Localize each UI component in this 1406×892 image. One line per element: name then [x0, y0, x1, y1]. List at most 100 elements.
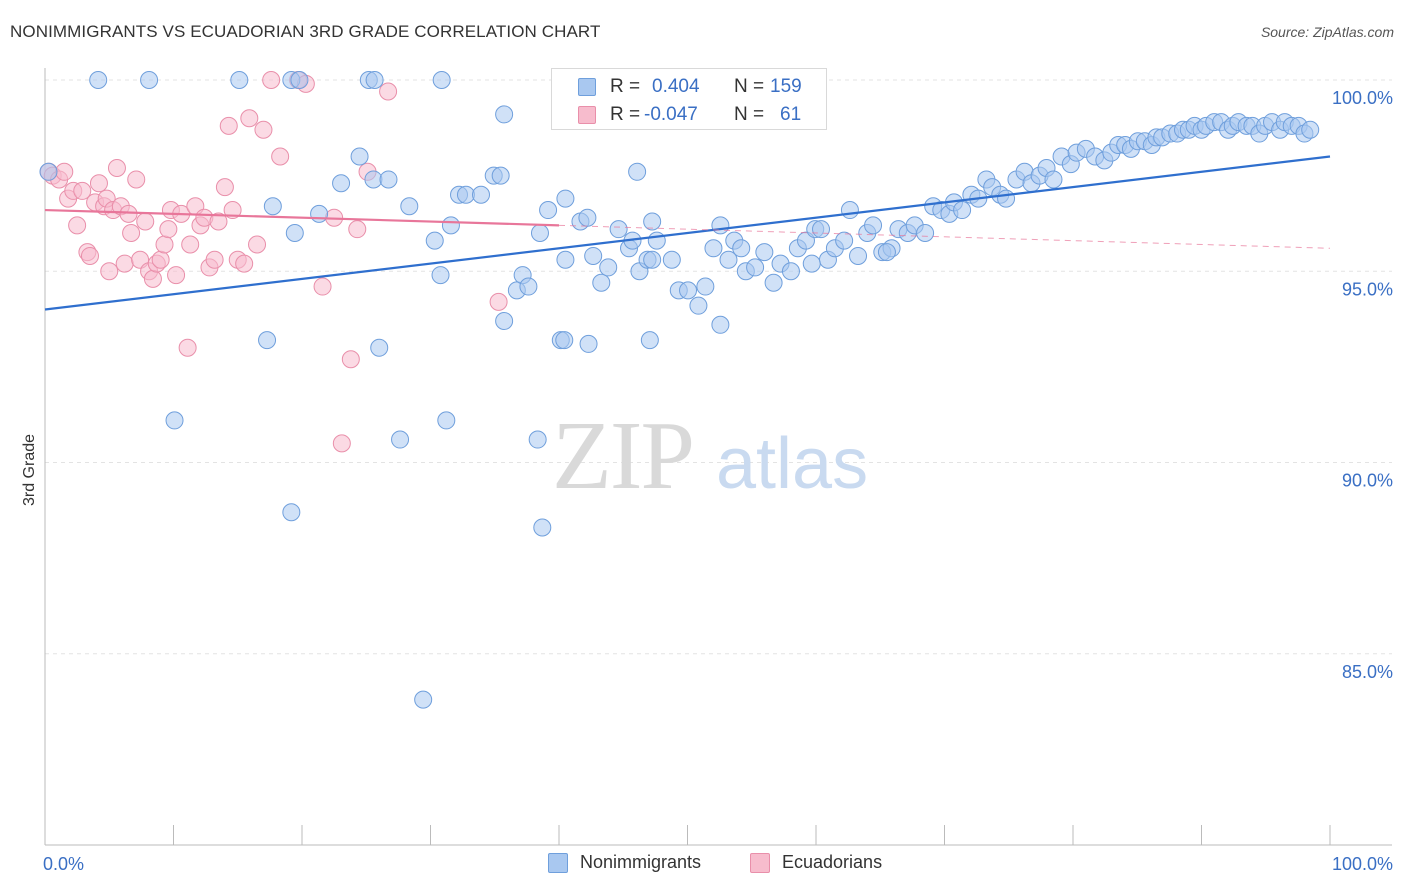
- nonimmigrants-point: [953, 201, 972, 220]
- ecuadorians-point: [205, 250, 224, 269]
- ecuadorians-point: [73, 181, 92, 200]
- nonimmigrants-point: [719, 250, 738, 269]
- nonimmigrants-point: [679, 281, 698, 300]
- legend-swatch-pink: [750, 853, 770, 873]
- legend-n-label: N =: [734, 76, 765, 97]
- ecuadorians-point: [219, 116, 238, 135]
- legend-swatch-blue: [548, 853, 568, 873]
- nonimmigrants-point: [555, 331, 574, 350]
- legend-r-label: R =: [610, 104, 641, 125]
- nonimmigrants-point: [140, 71, 159, 89]
- ecuadorians-point: [223, 201, 242, 220]
- ecuadorians-point: [115, 254, 134, 273]
- ecuadorians-point: [489, 292, 508, 311]
- ecuadorians-point: [155, 235, 174, 254]
- chart-grid: [45, 79, 1392, 655]
- nonimmigrants-point: [640, 331, 659, 350]
- x-tick-label: 0.0%: [43, 854, 84, 874]
- ecuadorians-point: [178, 338, 197, 357]
- nonimmigrants-point: [456, 185, 475, 204]
- ecuadorians-point: [151, 250, 170, 269]
- nonimmigrants-point: [556, 189, 575, 208]
- ecuadorians-points: [39, 71, 508, 453]
- nonimmigrants-point: [310, 204, 329, 223]
- nonimmigrants-point: [370, 338, 389, 357]
- ecuadorians-point: [136, 212, 155, 231]
- legend-swatch-pink: [578, 106, 596, 124]
- nonimmigrants-point: [533, 518, 552, 537]
- ecuadorians-point: [240, 109, 259, 128]
- nonimmigrants-point: [425, 231, 444, 250]
- nonimmigrants-point: [230, 71, 249, 89]
- nonimmigrants-points: [39, 71, 1320, 709]
- legend-n-label: N =: [734, 104, 765, 125]
- watermark: ZIP atlas: [552, 402, 868, 510]
- source-label: Source: ZipAtlas.com: [1260, 24, 1394, 40]
- nonimmigrants-point: [414, 690, 433, 709]
- nonimmigrants-point: [495, 105, 514, 124]
- nonimmigrants-point: [812, 220, 831, 239]
- nonimmigrants-point: [285, 224, 304, 242]
- stats-legend: R = 0.404 N = 159 R = -0.047 N = 61: [551, 68, 827, 130]
- nonimmigrants-point: [849, 246, 868, 265]
- legend-row-ecuadorians: R = -0.047 N = 61: [552, 101, 826, 129]
- nonimmigrants-point: [441, 216, 460, 235]
- nonimmigrants-point: [746, 258, 765, 277]
- ecuadorians-point: [89, 174, 108, 193]
- nonimmigrants-point: [437, 411, 456, 430]
- nonimmigrants-point: [696, 277, 715, 296]
- nonimmigrants-point: [431, 266, 450, 285]
- ecuadorians-point: [215, 178, 234, 197]
- nonimmigrants-point: [258, 331, 277, 350]
- nonimmigrants-point: [755, 243, 774, 262]
- nonimmigrants-point: [472, 185, 491, 204]
- nonimmigrants-point: [916, 224, 935, 242]
- tick-labels: 85.0% 90.0% 95.0% 100.0% 0.0% 100.0%: [43, 88, 1393, 874]
- nonimmigrants-point: [495, 311, 514, 330]
- nonimmigrants-point: [599, 258, 618, 277]
- nonimmigrants-point: [556, 250, 575, 269]
- nonimmigrants-point: [282, 503, 301, 522]
- nonimmigrants-point: [365, 71, 384, 89]
- nonimmigrants-point: [711, 216, 730, 235]
- watermark-atlas: atlas: [716, 424, 868, 504]
- ecuadorians-point: [167, 266, 186, 285]
- legend-n-value: 61: [780, 104, 802, 125]
- nonimmigrants-point: [530, 224, 549, 242]
- ecuadorians-point: [271, 147, 290, 166]
- nonimmigrants-point: [89, 71, 108, 89]
- y-axis-label: 3rd Grade: [21, 434, 38, 506]
- ecuadorians-point: [80, 246, 99, 265]
- nonimmigrants-point: [864, 216, 883, 235]
- ecuadorians-point: [262, 71, 281, 89]
- ecuadorians-point: [122, 224, 141, 242]
- ecuadorians-point: [127, 170, 146, 189]
- trend-lines: [44, 155, 1331, 311]
- ecuadorians-point: [248, 235, 267, 254]
- nonimmigrants-point: [290, 71, 309, 89]
- nonimmigrants-point: [432, 71, 451, 89]
- legend-n-value: 159: [770, 76, 802, 97]
- nonimmigrants-point: [997, 189, 1016, 208]
- nonimmigrants-point: [165, 411, 184, 430]
- nonimmigrants-point: [802, 254, 821, 273]
- nonimmigrants-point: [732, 239, 751, 258]
- nonimmigrants-point: [379, 170, 398, 189]
- ecuadorians-point: [348, 220, 367, 239]
- ecuadorians-point: [119, 204, 138, 223]
- ecuadorians-point: [341, 350, 360, 369]
- legend-label-nonimmigrants: Nonimmigrants: [580, 852, 702, 872]
- nonimmigrants-point: [578, 208, 597, 227]
- ecuadorians-point: [55, 162, 74, 181]
- nonimmigrants-point: [609, 220, 628, 239]
- ecuadorians-point: [332, 434, 351, 453]
- nonimmigrants-point: [840, 201, 859, 220]
- nonimmigrants-point: [400, 197, 419, 216]
- ecuadorians-point: [181, 235, 200, 254]
- nonimmigrants-point: [643, 250, 662, 269]
- nonimmigrants-point: [689, 296, 708, 315]
- nonimmigrants-point: [764, 273, 783, 292]
- ecuadorians-point: [209, 212, 228, 231]
- nonimmigrants-point: [584, 246, 603, 265]
